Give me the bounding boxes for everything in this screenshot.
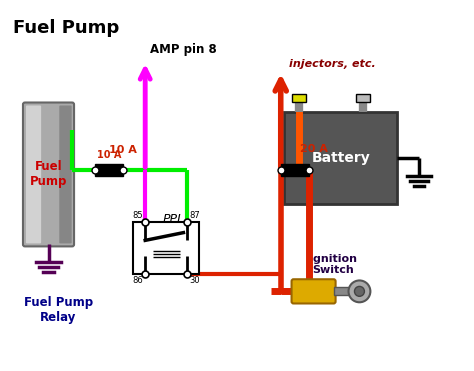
Bar xyxy=(95,164,123,176)
Text: 86: 86 xyxy=(132,276,143,285)
Circle shape xyxy=(355,286,365,296)
Text: 10 A: 10 A xyxy=(109,145,137,155)
FancyBboxPatch shape xyxy=(334,288,349,295)
Text: Fuel Pump: Fuel Pump xyxy=(13,19,119,37)
FancyBboxPatch shape xyxy=(59,105,72,243)
FancyBboxPatch shape xyxy=(284,112,397,204)
FancyBboxPatch shape xyxy=(292,279,336,303)
Bar xyxy=(292,94,306,102)
Text: AMP pin 8: AMP pin 8 xyxy=(150,43,217,56)
Text: Ignition
Switch: Ignition Switch xyxy=(310,254,357,275)
Text: 87: 87 xyxy=(190,211,200,220)
Bar xyxy=(356,94,370,102)
Text: injectors, etc.: injectors, etc. xyxy=(289,59,375,69)
Text: Fuel
Pump: Fuel Pump xyxy=(30,160,67,188)
Bar xyxy=(133,222,199,274)
Bar xyxy=(281,164,309,176)
Text: Fuel Pump
Relay: Fuel Pump Relay xyxy=(24,296,93,324)
Text: PPL: PPL xyxy=(163,213,185,226)
FancyBboxPatch shape xyxy=(26,105,41,243)
Text: 10 A: 10 A xyxy=(97,150,121,160)
Circle shape xyxy=(348,280,370,302)
Text: 20 A: 20 A xyxy=(300,144,328,154)
Text: 85: 85 xyxy=(133,211,143,220)
Text: Battery: Battery xyxy=(311,151,370,165)
Text: 30: 30 xyxy=(190,276,200,285)
FancyBboxPatch shape xyxy=(23,102,74,246)
